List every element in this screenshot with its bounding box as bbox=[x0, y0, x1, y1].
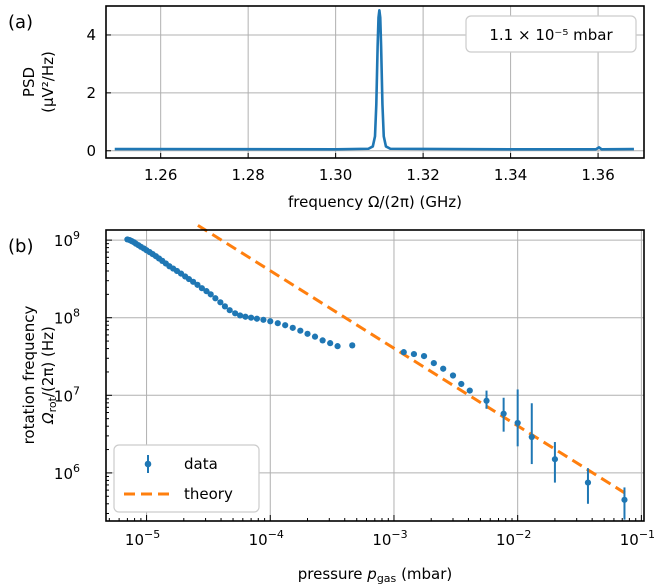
data-points bbox=[124, 236, 628, 503]
data-point bbox=[311, 333, 319, 340]
data-point bbox=[198, 285, 205, 292]
panel-b-x-tick-label: 10−2 bbox=[496, 528, 531, 549]
data-point bbox=[260, 316, 267, 323]
panel-a-y-tick-label: 2 bbox=[86, 84, 96, 102]
panel-a-ylabel-line1: PSD bbox=[20, 67, 38, 97]
data-point bbox=[203, 288, 210, 295]
panel-b-xlabel: pressure pgas (mbar) bbox=[298, 565, 453, 584]
data-point bbox=[483, 397, 490, 404]
panel-b-y-tick-label: 108 bbox=[54, 307, 80, 328]
data-point bbox=[466, 387, 473, 394]
panel-b-y-tick-label: 109 bbox=[54, 229, 80, 250]
data-point bbox=[440, 365, 447, 372]
legend-data-marker bbox=[144, 460, 152, 468]
data-point bbox=[282, 322, 289, 329]
panel-a-y-tick-label: 4 bbox=[86, 26, 96, 44]
data-point bbox=[304, 330, 311, 337]
data-point bbox=[207, 291, 214, 298]
data-point bbox=[267, 318, 274, 325]
data-point bbox=[584, 479, 592, 486]
panel-b-x-tick-label: 10−1 bbox=[620, 528, 655, 549]
data-point bbox=[194, 281, 201, 288]
data-point bbox=[500, 410, 507, 417]
theory-line bbox=[197, 224, 627, 495]
legend-theory-label: theory bbox=[184, 485, 233, 503]
data-point bbox=[449, 372, 457, 379]
data-point bbox=[297, 327, 304, 334]
panel-b-x-tick-label: 10−4 bbox=[249, 528, 284, 549]
panel-a-frame bbox=[105, 5, 645, 159]
data-point bbox=[458, 380, 465, 388]
data-point bbox=[236, 312, 244, 319]
data-point bbox=[212, 295, 219, 302]
panel-a-x-tick-label: 1.28 bbox=[231, 166, 264, 184]
data-point bbox=[248, 314, 255, 321]
panel-a-x-tick-label: 1.26 bbox=[144, 166, 177, 184]
panel-a-y-tick-label: 0 bbox=[86, 142, 96, 160]
data-point bbox=[410, 350, 418, 358]
data-point bbox=[430, 360, 437, 367]
data-point bbox=[349, 342, 356, 349]
data-point bbox=[274, 320, 281, 327]
panel-b-label: (b) bbox=[8, 236, 33, 257]
panel-b-ylabel-line1: rotation frequency bbox=[20, 305, 38, 444]
panel-b-x-tick-label: 10−3 bbox=[372, 528, 407, 549]
panel-a-x-tick-label: 1.34 bbox=[494, 166, 527, 184]
psd-series-line bbox=[114, 9, 634, 151]
data-point bbox=[621, 496, 628, 503]
data-point bbox=[242, 313, 249, 320]
data-point bbox=[253, 315, 261, 322]
panel-a-ylabel-line2: (μV²/Hz) bbox=[39, 51, 57, 113]
panel-b-y-tick-label: 106 bbox=[54, 462, 80, 483]
error-bars bbox=[485, 389, 626, 520]
data-point bbox=[226, 307, 233, 314]
legend-data-label: data bbox=[184, 455, 218, 473]
data-point bbox=[420, 353, 428, 360]
data-point bbox=[319, 337, 326, 344]
data-point bbox=[528, 433, 535, 441]
data-point bbox=[217, 299, 224, 306]
data-point bbox=[334, 343, 341, 350]
panel-a-xlabel: frequency Ω/(2π) (GHz) bbox=[288, 193, 462, 211]
data-point bbox=[551, 456, 559, 463]
pressure-annotation-text: 1.1 × 10⁻⁵ mbar bbox=[489, 26, 613, 44]
data-point bbox=[190, 278, 197, 285]
data-point bbox=[514, 419, 521, 427]
panel-b-ylabel-line2: Ωrot/(2π) (Hz) bbox=[39, 326, 59, 425]
data-point bbox=[400, 349, 407, 356]
panel-a-x-tick-label: 1.36 bbox=[581, 166, 614, 184]
data-point bbox=[289, 324, 296, 331]
pressure-annotation-box bbox=[465, 15, 637, 53]
data-point bbox=[327, 340, 334, 347]
panel-a-x-tick-label: 1.30 bbox=[319, 166, 352, 184]
panel-a-label: (a) bbox=[8, 12, 33, 33]
panel-a: (a) 1.26 1.28 1.30 1.32 1.34 1.36 0 2 4 frequenc… bbox=[8, 5, 645, 211]
legend: data theory bbox=[113, 444, 260, 513]
panel-b-x-tick-label: 10−5 bbox=[125, 528, 160, 549]
panel-a-ticks: 1.26 1.28 1.30 1.32 1.34 1.36 0 2 4 bbox=[86, 26, 614, 184]
data-point bbox=[221, 303, 229, 310]
data-point bbox=[232, 310, 239, 317]
panel-a-x-tick-label: 1.32 bbox=[406, 166, 439, 184]
